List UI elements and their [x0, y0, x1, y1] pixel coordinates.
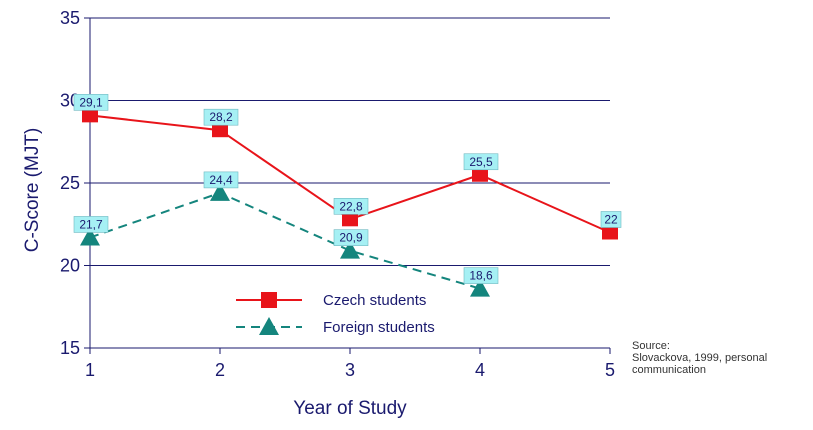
- data-point: [340, 240, 360, 259]
- x-tick-label: 3: [345, 360, 355, 380]
- legend-label: Czech students: [323, 292, 426, 309]
- y-tick-label: 20: [60, 256, 80, 276]
- series-line-foreign: [89, 191, 481, 290]
- data-label: 22,8: [333, 198, 369, 215]
- data-label: 18,6: [463, 267, 499, 284]
- data-label-box: [73, 216, 109, 233]
- data-point: [470, 278, 490, 297]
- data-label-text: 24,4: [209, 173, 233, 187]
- data-point: [210, 182, 230, 201]
- legend: Czech students Foreign students: [236, 292, 435, 336]
- data-label: 29,1: [73, 94, 109, 111]
- source-note-line: communication: [632, 364, 706, 376]
- data-point: [80, 227, 100, 246]
- data-label: 21,7: [73, 216, 109, 233]
- data-point: [472, 167, 488, 182]
- data-label: 22: [600, 211, 622, 228]
- data-point: [212, 123, 228, 138]
- x-tick-label: 1: [85, 360, 95, 380]
- data-label: 25,5: [463, 153, 499, 171]
- data-label-box: [73, 94, 109, 111]
- legend-marker: [261, 292, 277, 308]
- x-tick-label: 2: [215, 360, 225, 380]
- data-label-text: 20,9: [339, 231, 363, 245]
- data-label-text: 21,7: [79, 217, 103, 231]
- data-label-text: 29,1: [79, 95, 103, 109]
- grid-lines: [90, 17, 610, 266]
- x-tick-label: 4: [475, 360, 485, 380]
- data-label-box: [203, 171, 239, 189]
- data-point: [342, 212, 358, 227]
- series-layer: [80, 108, 618, 297]
- x-tick-label: 5: [605, 360, 615, 380]
- x-axis-title: Year of Study: [293, 398, 407, 419]
- data-label: 28,2: [203, 108, 239, 126]
- data-label-text: 25,5: [469, 155, 493, 169]
- data-label-text: 22: [604, 213, 618, 227]
- data-label-box: [333, 198, 369, 215]
- y-tick-label: 35: [60, 8, 80, 28]
- data-point: [82, 108, 98, 123]
- data-label-box: [203, 108, 239, 126]
- source-note-line: Source:: [632, 340, 670, 352]
- legend-marker: [259, 317, 279, 335]
- data-label-text: 22,8: [339, 199, 363, 213]
- data-point: [602, 225, 618, 240]
- y-tick-label: 25: [60, 173, 80, 193]
- legend-label: Foreign students: [323, 319, 435, 336]
- data-label: 24,4: [203, 171, 239, 189]
- source-note: Source: Slovackova, 1999, personal commu…: [632, 340, 767, 376]
- data-label-box: [333, 229, 369, 246]
- data-label-box: [600, 211, 622, 228]
- source-note-line: Slovackova, 1999, personal: [632, 352, 768, 364]
- data-label: 20,9: [333, 229, 369, 246]
- data-label-text: 28,2: [209, 110, 233, 124]
- data-label-box: [463, 153, 499, 171]
- data-label-box: [463, 267, 499, 284]
- data-labels: 29,1 28,2 22,8 25,5 22 21,7 24,4 20,9 18,6: [73, 94, 622, 284]
- y-axis-title: C-Score (MJT): [22, 128, 43, 253]
- y-tick-label: 15: [60, 338, 80, 358]
- data-label-text: 18,6: [469, 269, 493, 283]
